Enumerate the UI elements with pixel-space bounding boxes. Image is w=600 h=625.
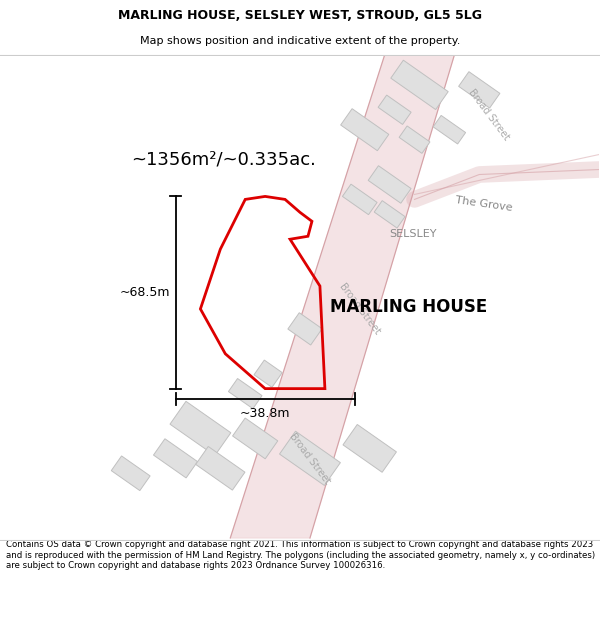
Polygon shape (233, 418, 278, 459)
Text: Map shows position and indicative extent of the property.: Map shows position and indicative extent… (140, 36, 460, 46)
Polygon shape (341, 109, 389, 151)
Polygon shape (229, 379, 262, 409)
Text: Broad Street: Broad Street (287, 431, 332, 486)
Polygon shape (280, 431, 340, 486)
Polygon shape (374, 201, 405, 228)
Polygon shape (154, 439, 197, 478)
Text: The Grove: The Grove (454, 196, 512, 213)
Polygon shape (343, 184, 377, 214)
Polygon shape (343, 424, 397, 472)
Text: Broad Street: Broad Street (337, 281, 382, 336)
Text: Broad Street: Broad Street (467, 88, 512, 142)
Text: Contains OS data © Crown copyright and database right 2021. This information is : Contains OS data © Crown copyright and d… (6, 541, 595, 570)
Text: ~1356m²/~0.335ac.: ~1356m²/~0.335ac. (131, 151, 316, 169)
Polygon shape (433, 116, 466, 144)
Text: ~68.5m: ~68.5m (120, 286, 170, 299)
Text: MARLING HOUSE, SELSLEY WEST, STROUD, GL5 5LG: MARLING HOUSE, SELSLEY WEST, STROUD, GL5… (118, 9, 482, 22)
Polygon shape (288, 312, 322, 345)
Text: ~38.8m: ~38.8m (240, 406, 290, 419)
Polygon shape (230, 55, 454, 538)
Polygon shape (170, 401, 231, 456)
Polygon shape (196, 446, 245, 490)
Polygon shape (111, 456, 150, 491)
Polygon shape (458, 72, 500, 108)
Text: SELSLEY: SELSLEY (389, 229, 437, 239)
Polygon shape (378, 95, 411, 124)
Polygon shape (391, 60, 448, 109)
Polygon shape (399, 126, 430, 153)
Polygon shape (254, 360, 282, 388)
Polygon shape (368, 166, 411, 203)
Text: MARLING HOUSE: MARLING HOUSE (330, 298, 487, 316)
